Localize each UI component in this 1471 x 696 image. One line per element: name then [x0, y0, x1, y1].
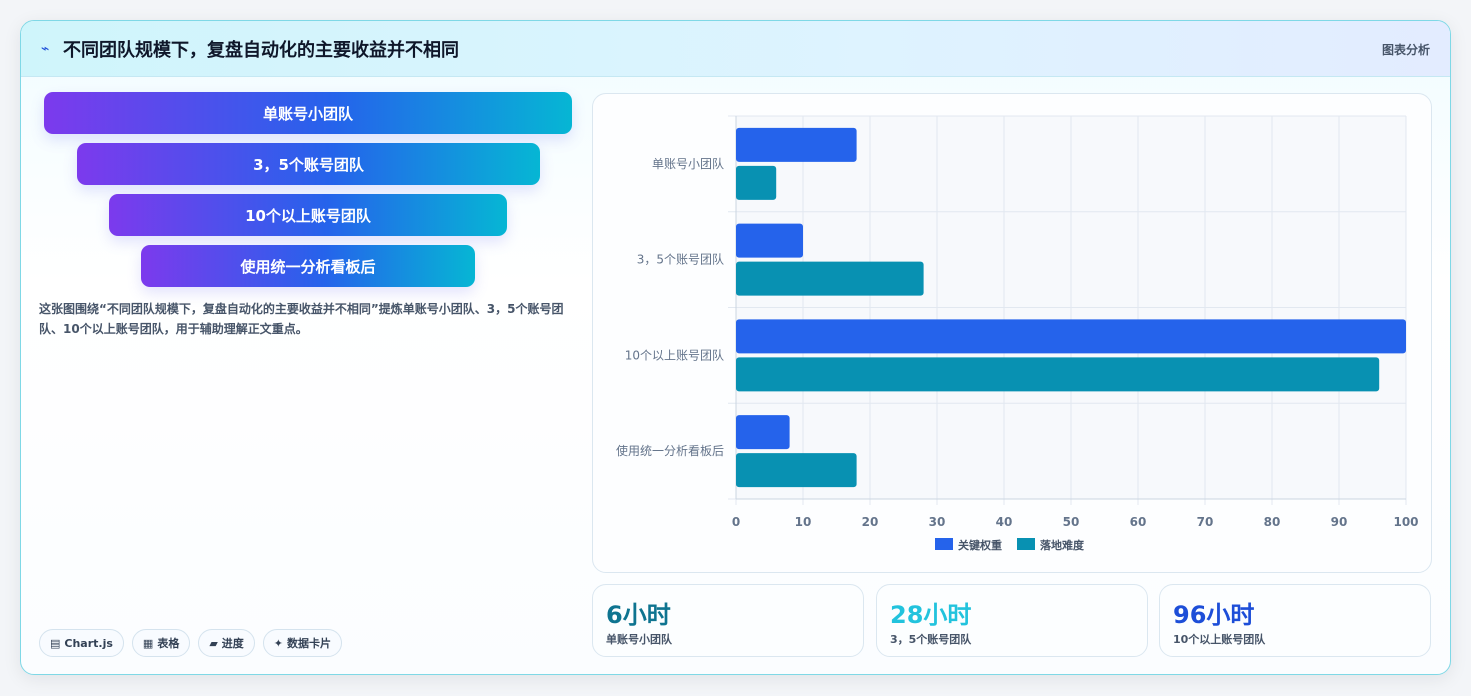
funnel-step: 单账号小团队 [44, 92, 572, 134]
stat-card: 6小时 单账号小团队 [592, 584, 864, 657]
bar-chart: 0 10 20 30 40 50 60 70 80 90 100 单账号小团队 3，5个账号团队 10个以… [616, 115, 1419, 552]
chip-label: 进度 [221, 637, 244, 650]
progress-icon: ▰ [209, 636, 218, 650]
bar [736, 453, 857, 488]
legend-label: 落地难度 [1040, 538, 1085, 552]
funnel-step: 使用统一分析看板后 [141, 245, 475, 287]
stat-card: 28小时 3，5个账号团队 [876, 584, 1148, 657]
stat-label: 单账号小团队 [606, 633, 672, 646]
funnel-step: 3，5个账号团队 [77, 143, 540, 185]
legend-swatch [935, 538, 953, 550]
card-header: ⌁ 不同团队规模下，复盘自动化的主要收益并不相同 图表分析 [21, 21, 1450, 77]
table-icon: ▦ [142, 636, 154, 650]
stat-label: 10个以上账号团队 [1173, 633, 1266, 646]
legend-label: 关键权重 [958, 538, 1002, 552]
chip-label: 数据卡片 [287, 637, 332, 650]
x-tick-label: 0 [732, 515, 740, 529]
chip-progress[interactable]: ▰ 进度 [198, 629, 255, 657]
funnel-step: 10个以上账号团队 [109, 194, 507, 236]
x-tick-label: 40 [996, 515, 1013, 529]
chip-label: 表格 [157, 637, 180, 650]
bar [736, 357, 1380, 392]
bar [736, 319, 1406, 354]
x-tick-label: 10 [795, 515, 812, 529]
y-tick-label: 10个以上账号团队 [625, 347, 724, 362]
stat-value: 6小时 [606, 601, 671, 629]
x-tick-label: 100 [1393, 515, 1418, 529]
stat-label: 3，5个账号团队 [890, 633, 972, 646]
bar [736, 223, 803, 258]
x-tick-label: 70 [1197, 515, 1214, 529]
chart-description: 这张图围绕“不同团队规模下，复盘自动化的主要收益并不相同”提炼单账号小团队、3，… [39, 302, 564, 336]
page-title: 不同团队规模下，复盘自动化的主要收益并不相同 [63, 40, 459, 61]
chart-icon: ▤ [50, 636, 61, 650]
y-tick-label: 单账号小团队 [652, 156, 724, 171]
header-tag: 图表分析 [1381, 43, 1430, 57]
main-card: ⌁ 不同团队规模下，复盘自动化的主要收益并不相同 图表分析 单账号小团队 3，5… [20, 20, 1451, 675]
bar [736, 261, 924, 296]
sparkle-icon: ✦ [273, 636, 284, 650]
x-tick-label: 30 [929, 515, 946, 529]
bar [736, 127, 857, 162]
stat-value: 28小时 [890, 601, 972, 629]
chip-table[interactable]: ▦ 表格 [131, 629, 191, 657]
legend-swatch [1017, 538, 1035, 550]
chip-chartjs[interactable]: ▤ Chart.js [39, 629, 124, 657]
chip-data-card[interactable]: ✦ 数据卡片 [262, 629, 343, 657]
x-tick-label: 80 [1264, 515, 1281, 529]
chart-line-icon: ⌁ [41, 41, 50, 57]
stat-value: 96小时 [1173, 601, 1255, 629]
tech-chips: ▤ Chart.js ▦ 表格 ▰ 进度 ✦ 数据卡片 [39, 629, 343, 657]
bar [736, 165, 777, 200]
x-tick-label: 50 [1063, 515, 1080, 529]
bar [736, 415, 790, 450]
stat-card: 96小时 10个以上账号团队 [1159, 584, 1431, 657]
y-tick-label: 使用统一分析看板后 [616, 443, 724, 458]
x-tick-label: 60 [1130, 515, 1147, 529]
chart-panel: 0 10 20 30 40 50 60 70 80 90 100 单账号小团队 3，5个账号团队 10个以… [592, 93, 1432, 573]
chip-label: Chart.js [64, 636, 113, 650]
x-tick-label: 90 [1331, 515, 1348, 529]
y-tick-label: 3，5个账号团队 [637, 252, 724, 267]
x-tick-label: 20 [862, 515, 879, 529]
